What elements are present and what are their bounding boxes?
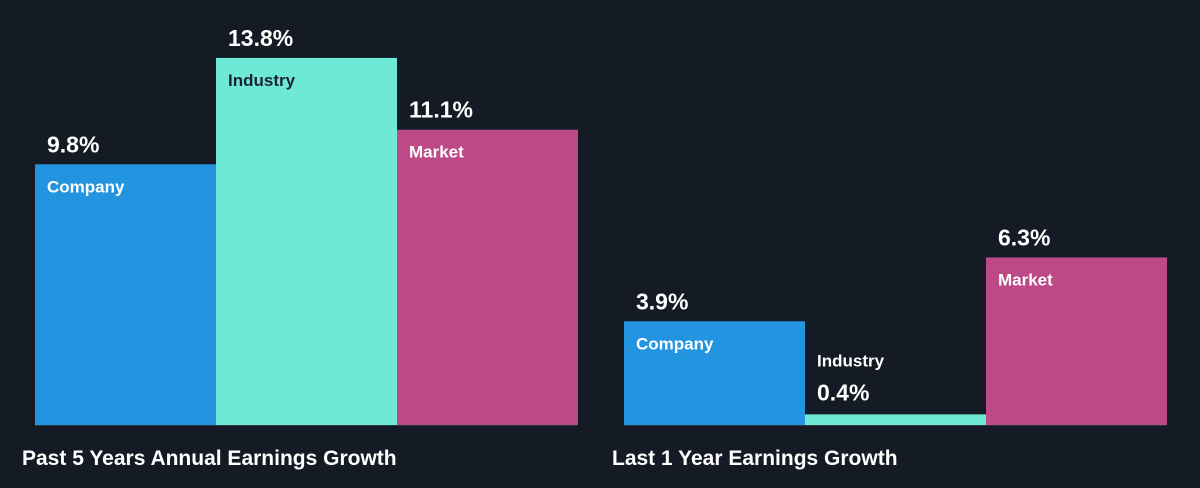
category-label-company: Company bbox=[636, 334, 714, 353]
value-label-company: 3.9% bbox=[636, 288, 688, 314]
bar-market bbox=[397, 129, 578, 426]
bar-market bbox=[986, 257, 1167, 425]
value-label-market: 6.3% bbox=[998, 224, 1050, 250]
bar-industry bbox=[805, 414, 986, 425]
chart-panel-2: 3.9% Company 0.4% Industry 6.3% Market Last 1 … bbox=[612, 224, 1167, 470]
bar-company bbox=[35, 164, 216, 425]
category-label-market: Market bbox=[998, 270, 1053, 289]
category-label-industry: Industry bbox=[817, 351, 885, 370]
value-label-industry: 0.4% bbox=[817, 379, 869, 405]
chart-title: Last 1 Year Earnings Growth bbox=[612, 447, 898, 470]
bar-industry bbox=[216, 57, 397, 426]
value-label-market: 11.1% bbox=[409, 97, 473, 123]
value-label-industry: 13.8% bbox=[228, 25, 293, 51]
bar-company bbox=[624, 321, 805, 425]
chart-panel-1: 9.8% Company 13.8% Industry 11.1% Market Past … bbox=[22, 25, 578, 470]
category-label-company: Company bbox=[47, 177, 125, 196]
chart-title: Past 5 Years Annual Earnings Growth bbox=[22, 447, 397, 470]
category-label-market: Market bbox=[409, 143, 464, 162]
value-label-company: 9.8% bbox=[47, 131, 99, 157]
category-label-industry: Industry bbox=[228, 71, 296, 90]
